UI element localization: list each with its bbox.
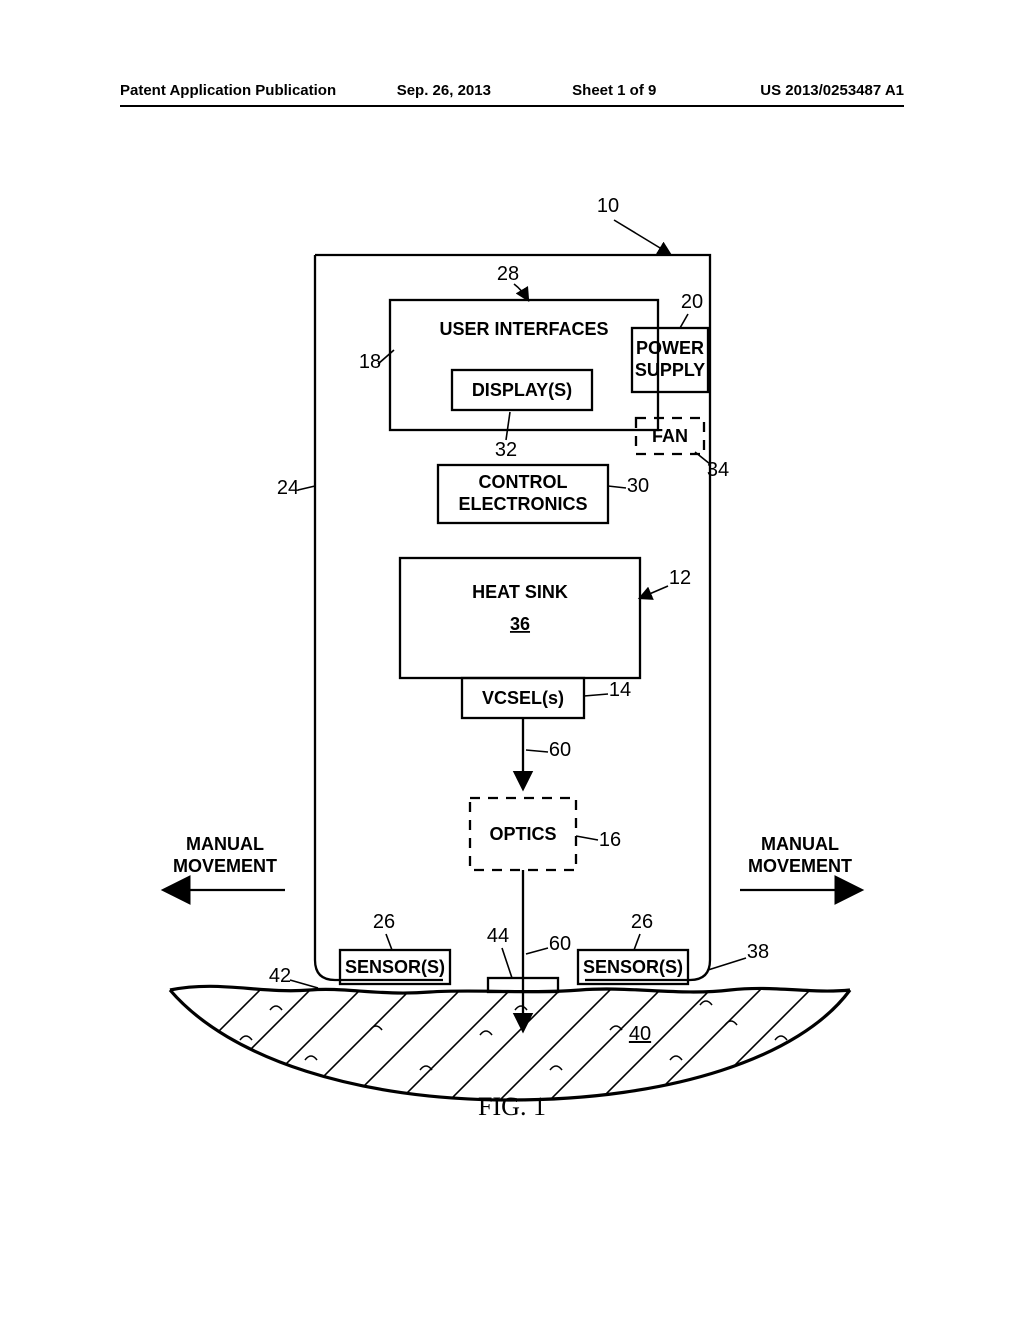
skin-surface	[170, 986, 850, 993]
sensors-right-label: SENSOR(S)	[583, 957, 683, 977]
sensors-left-label: SENSOR(S)	[345, 957, 445, 977]
ref-28: 28	[497, 263, 519, 285]
ref-10-leader	[614, 220, 670, 254]
page: Patent Application Publication Sep. 26, …	[0, 0, 1024, 1320]
ref-40: 40	[629, 1023, 651, 1045]
heat-sink-label: HEAT SINK	[472, 582, 568, 602]
ref-42: 42	[269, 965, 291, 987]
ctrl-label-2: ELECTRONICS	[458, 494, 587, 514]
diagram-svg: USER INTERFACES DISPLAY(S) POWER SUPPLY …	[110, 190, 910, 1100]
ref-38-leader	[708, 958, 746, 970]
ref-60-upper: 60	[549, 739, 571, 761]
ref-16: 16	[599, 829, 621, 851]
skin-hatch	[140, 950, 900, 1110]
manual-right-2: MOVEMENT	[748, 856, 852, 876]
ref-42-leader	[290, 980, 318, 988]
ref-34-leader	[695, 452, 710, 464]
manual-left-1: MANUAL	[186, 834, 264, 854]
ref-14: 14	[609, 679, 631, 701]
ref-16-leader	[576, 836, 598, 840]
ref-24: 24	[277, 477, 299, 499]
ref-26-left-leader	[386, 934, 392, 950]
header-sheet: Sheet 1 of 9	[529, 82, 699, 99]
ref-44-leader	[502, 948, 512, 978]
power-label-2: SUPPLY	[635, 360, 705, 380]
ref-60-lower: 60	[549, 933, 571, 955]
heat-sink-num: 36	[510, 614, 530, 634]
ref-38: 38	[747, 941, 769, 963]
ref-34: 34	[707, 459, 729, 481]
manual-left-2: MOVEMENT	[173, 856, 277, 876]
header-date: Sep. 26, 2013	[359, 82, 529, 99]
optics-label: OPTICS	[489, 824, 556, 844]
ctrl-label-1: CONTROL	[479, 472, 568, 492]
ref-60-lower-leader	[526, 948, 548, 954]
ref-10: 10	[597, 195, 619, 217]
ref-32-leader	[506, 412, 510, 440]
ref-60-upper-leader	[526, 750, 548, 752]
displays-label: DISPLAY(S)	[472, 380, 572, 400]
ref-20-leader	[680, 314, 688, 328]
ref-32: 32	[495, 439, 517, 461]
ref-44: 44	[487, 925, 509, 947]
ref-24-leader	[298, 486, 315, 490]
ref-18: 18	[359, 351, 381, 373]
ref-26-right-leader	[634, 934, 640, 950]
ref-26-left: 26	[373, 911, 395, 933]
vcsel-label: VCSEL(s)	[482, 688, 564, 708]
header-publication: Patent Application Publication	[120, 82, 359, 99]
user-interfaces-label: USER INTERFACES	[439, 319, 608, 339]
page-header: Patent Application Publication Sep. 26, …	[120, 82, 904, 107]
fan-label: FAN	[652, 426, 688, 446]
ref-14-leader	[584, 694, 608, 696]
manual-right-1: MANUAL	[761, 834, 839, 854]
figure-caption: FIG. 1	[0, 1092, 1024, 1122]
skin-lower	[170, 990, 850, 1100]
ref-30-leader	[608, 486, 626, 488]
figure-area: USER INTERFACES DISPLAY(S) POWER SUPPLY …	[110, 190, 910, 1100]
ref-20: 20	[681, 291, 703, 313]
header-docnum: US 2013/0253487 A1	[699, 82, 904, 99]
ref-28-leader	[514, 284, 528, 300]
power-label-1: POWER	[636, 338, 704, 358]
ref-26-right: 26	[631, 911, 653, 933]
ref-12-leader	[640, 586, 668, 598]
ref-30: 30	[627, 475, 649, 497]
ref-12: 12	[669, 567, 691, 589]
